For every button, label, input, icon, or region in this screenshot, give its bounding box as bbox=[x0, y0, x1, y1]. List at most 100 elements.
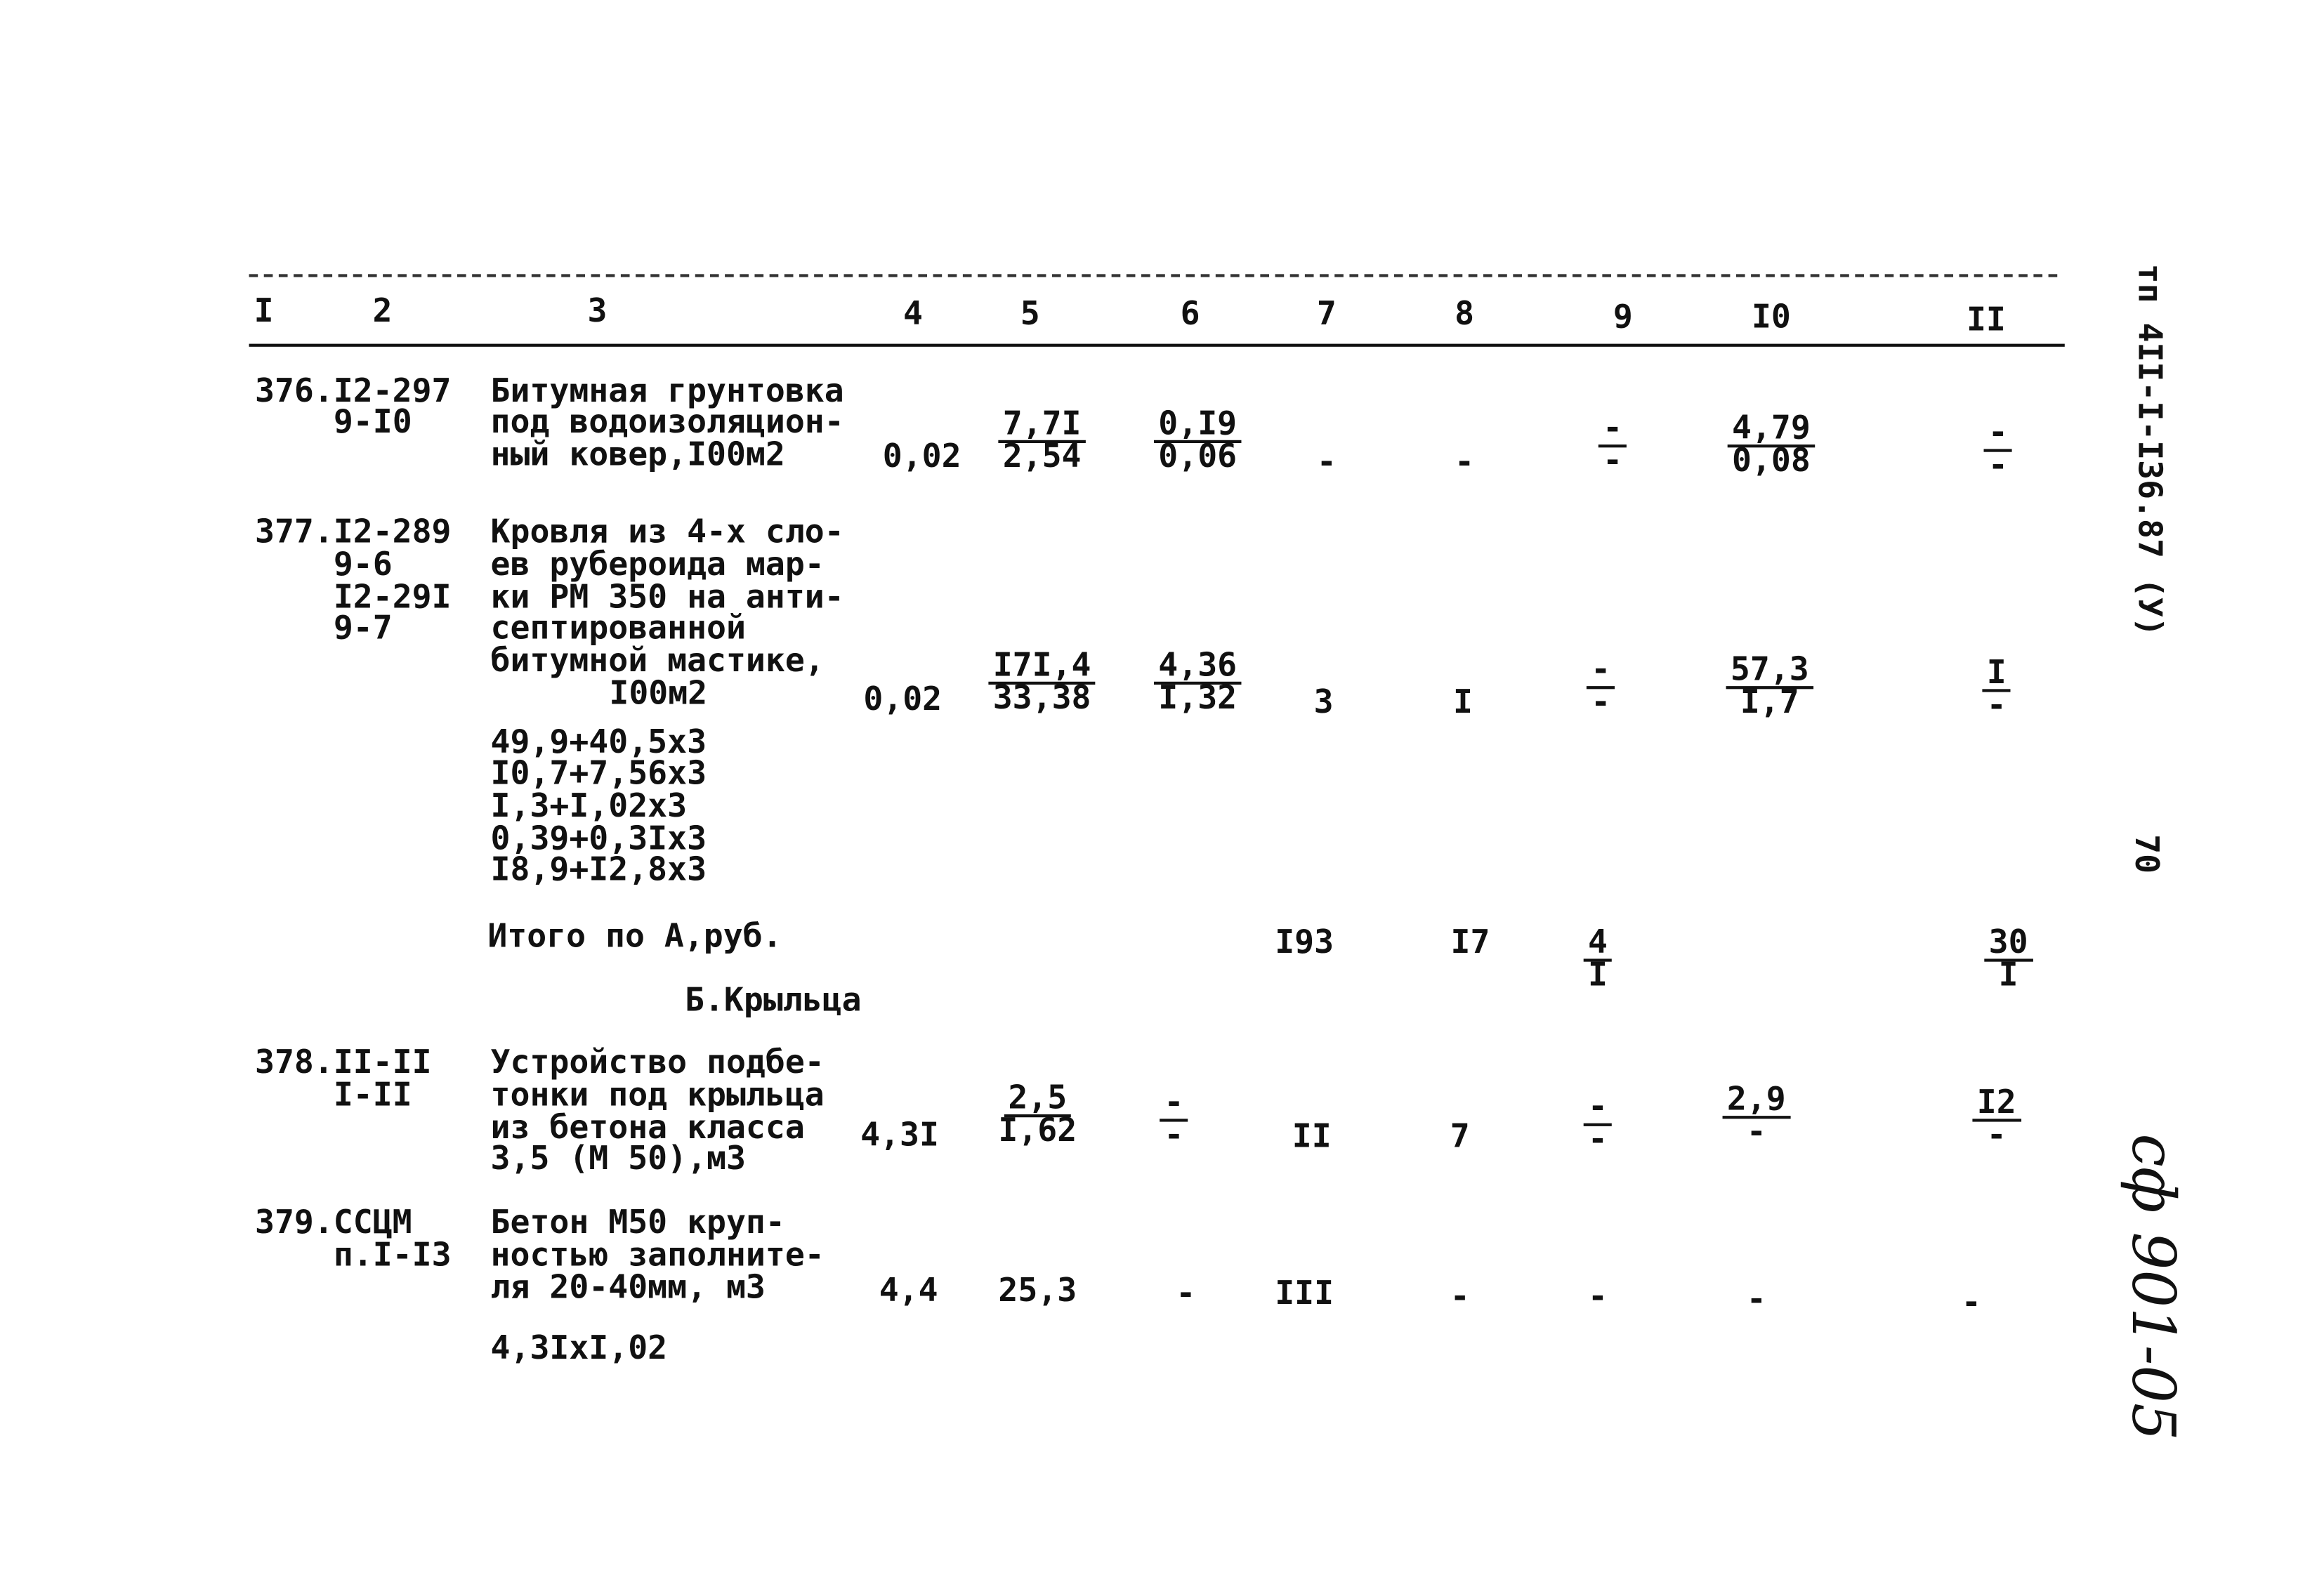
col7-value: II bbox=[1292, 1119, 1332, 1156]
denominator: - bbox=[1746, 1114, 1766, 1152]
formula-line: I8,9+I2,8x3 bbox=[490, 852, 707, 890]
numerator: 30 bbox=[1984, 927, 2033, 962]
numerator: 2,9 bbox=[1722, 1084, 1791, 1119]
numerator: 7,7I bbox=[998, 408, 1086, 444]
col8-value: - bbox=[1455, 444, 1475, 482]
denominator: 33,38 bbox=[992, 680, 1091, 718]
col9-fraction: -- bbox=[1586, 654, 1615, 720]
col7-value: - bbox=[1316, 444, 1337, 482]
row-desc: ный ковер,I00м2 bbox=[490, 437, 785, 475]
col-header: 9 bbox=[1613, 299, 1633, 337]
row-desc: 3,5 (М 50),м3 bbox=[490, 1141, 746, 1178]
row-desc: тонки под крыльца bbox=[490, 1077, 825, 1115]
col6-fraction: 4,36 I,32 bbox=[1153, 650, 1242, 715]
document-code: тп 4II-I-I36.87 (У) bbox=[2129, 263, 2167, 637]
col11-fraction: I2- bbox=[1972, 1087, 2021, 1155]
denominator: 0,06 bbox=[1158, 438, 1238, 476]
col6-fraction: -- bbox=[1160, 1087, 1188, 1155]
row-code: 379.ССЦМ bbox=[254, 1204, 412, 1242]
row-desc: из бетона класса bbox=[490, 1109, 805, 1147]
numerator: I7I,4 bbox=[988, 650, 1096, 685]
formula-line: 49,9+40,5x3 bbox=[490, 724, 707, 762]
row-desc: ностью заполните- bbox=[490, 1237, 825, 1274]
col11-fraction: I- bbox=[1982, 657, 2011, 725]
denominator: - bbox=[1164, 1117, 1184, 1155]
col-header: 5 bbox=[1020, 296, 1040, 334]
col8-value: - bbox=[1450, 1279, 1470, 1317]
row-desc: септированной bbox=[490, 610, 746, 648]
col6-fraction: 0,I9 0,06 bbox=[1153, 408, 1242, 476]
row-code: I2-29I bbox=[333, 579, 452, 617]
total-label: Итого по А,руб. bbox=[487, 918, 782, 956]
row-desc: битумной мастике, bbox=[490, 642, 825, 680]
col4-value: 4,3I bbox=[860, 1117, 939, 1155]
denominator: I,62 bbox=[998, 1112, 1077, 1150]
col-header: 8 bbox=[1455, 296, 1475, 334]
row-code: 9-7 bbox=[333, 610, 393, 648]
col10-fraction: 2,9- bbox=[1722, 1084, 1791, 1152]
row-desc: ля 20-40мм, м3 bbox=[490, 1270, 766, 1307]
col8-value: 7 bbox=[1450, 1119, 1470, 1156]
section-heading: Б.Крыльца bbox=[685, 982, 862, 1020]
row-desc: под водоизоляцион- bbox=[490, 404, 844, 442]
denominator: - bbox=[1588, 1121, 1608, 1159]
col-header: I0 bbox=[1751, 299, 1791, 337]
table-top-rule bbox=[249, 274, 2058, 277]
numerator: 4 bbox=[1583, 927, 1613, 962]
row-code: 9-I0 bbox=[333, 404, 412, 442]
col4-value: 4,4 bbox=[879, 1272, 938, 1310]
denominator: 0,08 bbox=[1732, 443, 1811, 480]
numerator: 4,36 bbox=[1153, 650, 1242, 685]
denominator: - bbox=[1603, 443, 1623, 480]
total-col11-fraction: 30 I bbox=[1984, 927, 2033, 995]
numerator: 0,I9 bbox=[1153, 408, 1242, 444]
denominator: - bbox=[1988, 447, 2008, 485]
col9-fraction: -- bbox=[1583, 1091, 1613, 1159]
row-desc: Битумная грунтовка bbox=[490, 373, 844, 411]
row-desc: ев рубероида мар- bbox=[490, 546, 825, 584]
denominator: - bbox=[1986, 687, 2007, 725]
col-header: 6 bbox=[1180, 296, 1200, 334]
denominator: I bbox=[1998, 957, 2018, 995]
col-header: 7 bbox=[1316, 296, 1337, 334]
row-code: I-II bbox=[333, 1077, 412, 1115]
col-header: 4 bbox=[903, 296, 923, 334]
numerator: I bbox=[1982, 657, 2011, 692]
formula-line: 4,3IxI,02 bbox=[490, 1331, 668, 1368]
row-desc: Бетон М50 круп- bbox=[490, 1204, 785, 1242]
col-header: II bbox=[1966, 302, 2006, 340]
row-desc: I00м2 bbox=[609, 675, 708, 713]
col-header: I bbox=[254, 293, 274, 331]
numerator: - bbox=[1598, 413, 1627, 448]
total-col7: I93 bbox=[1275, 924, 1334, 962]
formula-line: 0,39+0,3Ix3 bbox=[490, 821, 707, 858]
numerator: 4,79 bbox=[1727, 413, 1816, 448]
row-code: 377.I2-289 bbox=[254, 514, 452, 552]
header-bottom-rule bbox=[249, 343, 2065, 347]
row-desc: ки РМ 350 на анти- bbox=[490, 579, 844, 617]
row-code: 378.II-II bbox=[254, 1044, 432, 1082]
total-col8: I7 bbox=[1450, 924, 1490, 962]
col5-fraction: 2,5 I,62 bbox=[998, 1083, 1077, 1150]
denominator: - bbox=[1986, 1117, 2007, 1155]
row-code: 376.I2-297 bbox=[254, 373, 452, 411]
numerator: - bbox=[1160, 1087, 1188, 1122]
numerator: 2,5 bbox=[1003, 1083, 1072, 1118]
col11-value: - bbox=[1961, 1284, 1981, 1322]
col-header: 2 bbox=[372, 293, 393, 331]
col5-fraction: I7I,4 33,38 bbox=[988, 650, 1096, 718]
col4-value: 0,02 bbox=[863, 681, 943, 719]
formula-line: I0,7+7,56x3 bbox=[490, 756, 707, 793]
numerator: - bbox=[1583, 1091, 1613, 1126]
row-desc: Кровля из 4-х сло- bbox=[490, 514, 844, 552]
formula-line: I,3+I,02x3 bbox=[490, 788, 688, 826]
numerator: 57,3 bbox=[1726, 654, 1814, 690]
row-code: 9-6 bbox=[333, 546, 393, 584]
col-header: 3 bbox=[587, 293, 608, 331]
col4-value: 0,02 bbox=[882, 438, 961, 476]
col7-value: III bbox=[1275, 1276, 1334, 1313]
col10-value: - bbox=[1746, 1281, 1766, 1319]
col5-fraction: 7,7I 2,54 bbox=[998, 408, 1086, 473]
